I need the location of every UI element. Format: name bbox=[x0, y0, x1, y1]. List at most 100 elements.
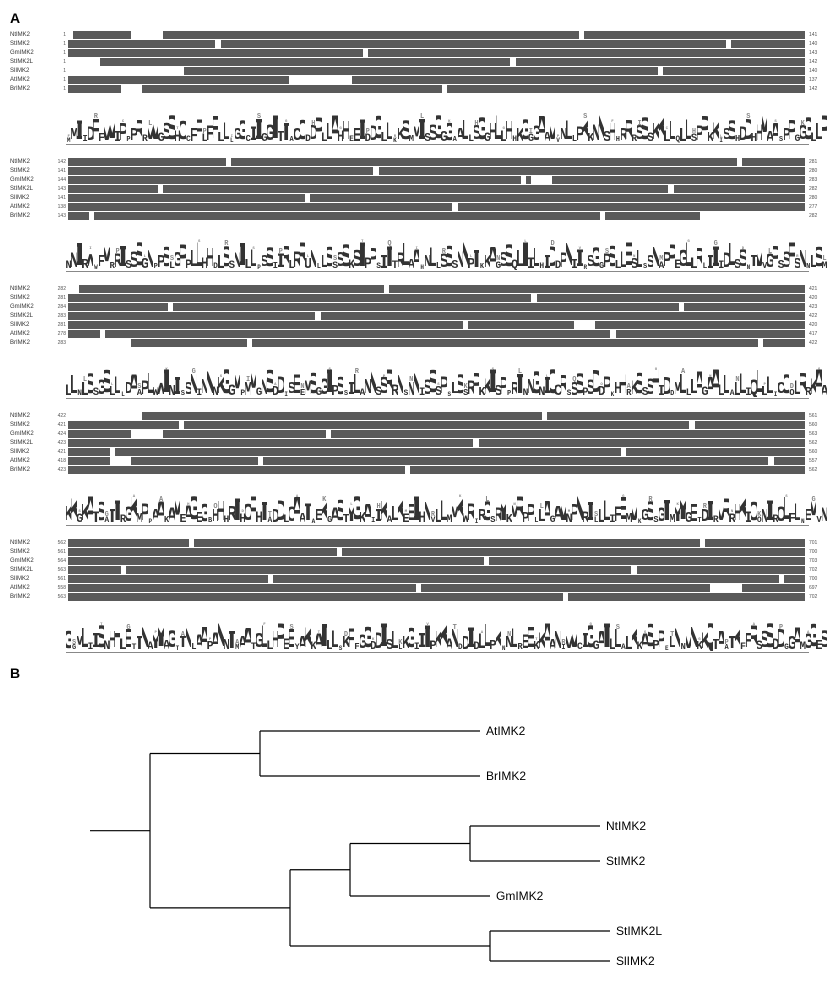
species-label: BrIMK2 bbox=[10, 213, 52, 219]
species-label: AtIMK2 bbox=[10, 204, 52, 210]
start-position: 418 bbox=[52, 458, 68, 464]
end-position: 277 bbox=[806, 204, 827, 210]
species-label: GmIMK2 bbox=[10, 304, 52, 310]
alignment-row: AtIMK2418557 bbox=[10, 456, 827, 465]
species-label: AtIMK2 bbox=[10, 331, 52, 337]
species-label: StIMK2 bbox=[10, 549, 52, 555]
start-position: 424 bbox=[52, 431, 68, 437]
end-position: 417 bbox=[806, 331, 827, 337]
sequence-track bbox=[68, 194, 806, 202]
alignment-row: AtIMK2558697 bbox=[10, 583, 827, 592]
start-position: 138 bbox=[52, 204, 68, 210]
sequence-track bbox=[68, 76, 806, 84]
alignment-row: StIMK2L563702 bbox=[10, 565, 827, 574]
end-position: 701 bbox=[806, 540, 827, 546]
alignment-row: SlIMK2421560 bbox=[10, 447, 827, 456]
alignment-row: BrIMK2283422 bbox=[10, 338, 827, 347]
sequence-track bbox=[68, 321, 806, 329]
tree-leaf-label: AtIMK2 bbox=[486, 724, 526, 738]
alignment-row: BrIMK21142 bbox=[10, 84, 827, 93]
start-position: 143 bbox=[52, 186, 68, 192]
alignment-row: AtIMK2278 417 bbox=[10, 329, 827, 338]
end-position: 142 bbox=[806, 59, 827, 65]
species-label: NtIMK2 bbox=[10, 286, 52, 292]
sequence-track bbox=[68, 58, 806, 66]
alignment-block: NtIMK2142281StIMK2141280GmIMK2144283StIM… bbox=[10, 157, 827, 270]
end-position: 137 bbox=[806, 77, 827, 83]
start-position: 558 bbox=[52, 585, 68, 591]
species-label: BrIMK2 bbox=[10, 467, 52, 473]
start-position: 142 bbox=[52, 159, 68, 165]
sequence-track bbox=[68, 185, 806, 193]
end-position: 282 bbox=[806, 213, 827, 219]
end-position: 141 bbox=[806, 32, 827, 38]
tree-leaf-label: SlIMK2 bbox=[616, 954, 655, 968]
end-position: 703 bbox=[806, 558, 827, 564]
start-position: 1 bbox=[52, 86, 68, 92]
species-label: StIMK2 bbox=[10, 41, 52, 47]
sequence-track bbox=[68, 457, 806, 465]
start-position: 564 bbox=[52, 558, 68, 564]
sequence-track bbox=[68, 557, 806, 565]
alignment-row: StIMK21140 bbox=[10, 39, 827, 48]
species-label: StIMK2L bbox=[10, 186, 52, 192]
start-position: 1 bbox=[52, 59, 68, 65]
sequence-track bbox=[68, 539, 806, 547]
end-position: 702 bbox=[806, 594, 827, 600]
alignment-row: SlIMK2141280 bbox=[10, 193, 827, 202]
start-position: 141 bbox=[52, 168, 68, 174]
sequence-track bbox=[68, 548, 806, 556]
end-position: 422 bbox=[806, 340, 827, 346]
species-label: StIMK2L bbox=[10, 59, 52, 65]
species-label: BrIMK2 bbox=[10, 86, 52, 92]
start-position: 422 bbox=[52, 413, 68, 419]
sequence-track bbox=[68, 575, 806, 583]
alignment-row: SlIMK2561700 bbox=[10, 574, 827, 583]
start-position: 423 bbox=[52, 440, 68, 446]
panel-b: B AtIMK2BrIMK2NtIMK2StIMK2GmIMK2StIMK2LS… bbox=[10, 665, 827, 981]
sequence-track bbox=[68, 330, 806, 338]
alignment-row: StIMK2561 700 bbox=[10, 547, 827, 556]
sequence-track bbox=[68, 466, 806, 474]
end-position: 140 bbox=[806, 68, 827, 74]
tree-leaf-label: GmIMK2 bbox=[496, 889, 544, 903]
start-position: 283 bbox=[52, 340, 68, 346]
end-position: 563 bbox=[806, 431, 827, 437]
end-position: 423 bbox=[806, 304, 827, 310]
panel-b-label: B bbox=[10, 665, 827, 681]
alignment-row: StIMK2L283422 bbox=[10, 311, 827, 320]
sequence-track bbox=[68, 312, 806, 320]
start-position: 283 bbox=[52, 313, 68, 319]
sequence-track bbox=[68, 167, 806, 175]
sequence-track bbox=[68, 339, 806, 347]
sequence-track bbox=[68, 303, 806, 311]
sequence-logo: NNIRWIWFMRRPISSSGLNPPSLSGPPLLSHHDLSRSNIL… bbox=[66, 226, 827, 270]
alignment-row: NtIMK2562701 bbox=[10, 538, 827, 547]
alignment-row: GmIMK2564703 bbox=[10, 556, 827, 565]
sequence-logo: KKGSKATSAGTTRGKAMPPAAAKAMEAHGEGBHOHHRTHD… bbox=[66, 480, 827, 524]
end-position: 280 bbox=[806, 168, 827, 174]
end-position: 562 bbox=[806, 440, 827, 446]
end-position: 560 bbox=[806, 422, 827, 428]
alignment-row: GmIMK2144283 bbox=[10, 175, 827, 184]
sequence-track bbox=[68, 285, 806, 293]
end-position: 422 bbox=[806, 313, 827, 319]
start-position: 143 bbox=[52, 213, 68, 219]
start-position: 563 bbox=[52, 567, 68, 573]
species-label: StIMK2 bbox=[10, 168, 52, 174]
start-position: 562 bbox=[52, 540, 68, 546]
species-label: GmIMK2 bbox=[10, 177, 52, 183]
sequence-track bbox=[68, 85, 806, 93]
start-position: 278 bbox=[52, 331, 68, 337]
sequence-track bbox=[68, 31, 806, 39]
start-position: 141 bbox=[52, 195, 68, 201]
tree-svg: AtIMK2BrIMK2NtIMK2StIMK2GmIMK2StIMK2LSlI… bbox=[50, 711, 690, 981]
end-position: 700 bbox=[806, 549, 827, 555]
start-position: 281 bbox=[52, 322, 68, 328]
alignment-row: StIMK2L1 142 bbox=[10, 57, 827, 66]
species-label: AtIMK2 bbox=[10, 585, 52, 591]
species-label: StIMK2L bbox=[10, 440, 52, 446]
start-position: 561 bbox=[52, 549, 68, 555]
end-position: 420 bbox=[806, 322, 827, 328]
sequence-track bbox=[68, 158, 806, 166]
